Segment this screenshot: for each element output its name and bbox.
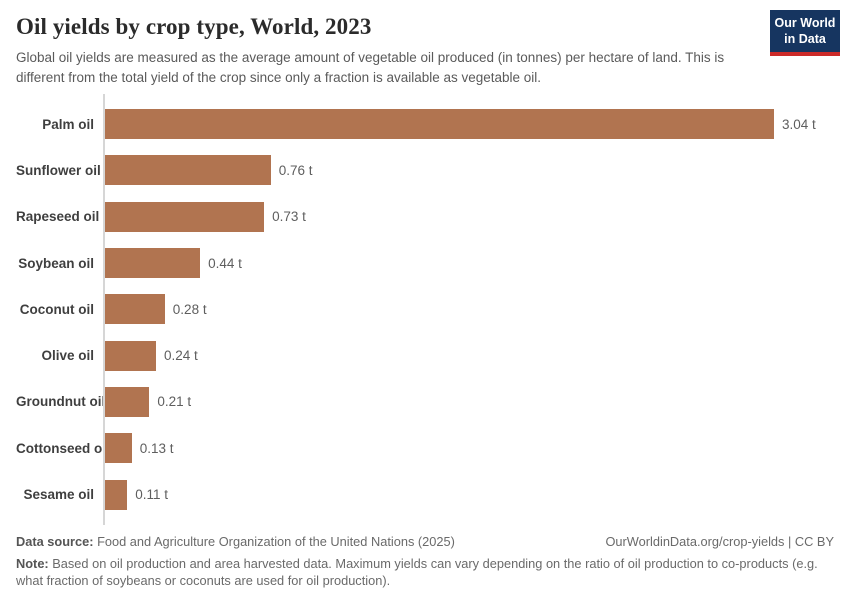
value-label: 0.24 t xyxy=(163,348,198,364)
owid-logo-line1: Our World xyxy=(774,16,836,30)
bar-track: 0.11 t xyxy=(103,479,774,510)
category-label: Sunflower oil xyxy=(16,162,101,178)
bar-row: Rapeseed oil 0.73 t xyxy=(16,194,774,240)
chart-note: Note: Based on oil production and area h… xyxy=(16,555,834,589)
bar[interactable] xyxy=(103,155,271,186)
data-source-text: Food and Agriculture Organization of the… xyxy=(93,533,455,549)
bar-track: 0.76 t xyxy=(103,155,774,186)
note-label: Note: xyxy=(16,555,49,571)
category-label: Coconut oil xyxy=(19,301,94,317)
bar-row: Sunflower oil 0.76 t xyxy=(16,147,774,193)
bar-row: Soybean oil 0.44 t xyxy=(16,240,774,286)
owid-logo-line2: in Data xyxy=(784,31,826,46)
value-label: 3.04 t xyxy=(782,116,816,132)
category-label: Groundnut oil xyxy=(16,394,106,410)
bar-track: 0.21 t xyxy=(103,386,774,417)
bar-track: 0.44 t xyxy=(103,248,774,279)
bar-row: Palm oil 3.04 t xyxy=(16,101,816,147)
value-label: 0.44 t xyxy=(208,255,242,271)
owid-logo-red-strip xyxy=(770,52,840,57)
bar[interactable] xyxy=(103,201,265,232)
category-label: Cottonseed oil xyxy=(16,440,110,456)
bar[interactable] xyxy=(103,340,156,371)
bar-chart: Palm oil 3.04 t Sunflower oil 0.76 t Rap… xyxy=(16,94,834,525)
chart-footer: Data source: Food and Agriculture Organi… xyxy=(16,533,834,589)
value-label: 0.11 t xyxy=(135,487,169,503)
bar[interactable] xyxy=(103,294,165,325)
bar-row: Coconut oil 0.28 t xyxy=(16,286,774,332)
bar-row: Sesame oil 0.11 t xyxy=(16,471,774,517)
plot-rows: Palm oil 3.04 t Sunflower oil 0.76 t Rap… xyxy=(16,94,816,525)
bar-track: 0.28 t xyxy=(103,294,774,325)
value-label: 0.76 t xyxy=(278,162,313,178)
value-label: 0.21 t xyxy=(157,394,192,410)
bar[interactable] xyxy=(103,109,774,140)
category-label: Rapeseed oil xyxy=(16,209,100,225)
data-source: Data source: Food and Agriculture Organi… xyxy=(16,533,455,550)
value-label: 0.13 t xyxy=(139,440,174,456)
bar[interactable] xyxy=(103,479,128,510)
note-text: Based on oil production and area harvest… xyxy=(16,555,818,588)
category-label: Olive oil xyxy=(41,348,94,364)
bar-track: 0.73 t xyxy=(103,201,774,232)
bar[interactable] xyxy=(103,433,132,464)
bar[interactable] xyxy=(103,248,201,279)
y-axis-line xyxy=(103,94,105,525)
bar-row: Groundnut oil 0.21 t xyxy=(16,379,774,425)
value-label: 0.28 t xyxy=(172,301,207,317)
bar[interactable] xyxy=(103,386,150,417)
bar-row: Olive oil 0.24 t xyxy=(16,332,774,378)
chart-title: Oil yields by crop type, World, 2023 xyxy=(16,14,372,39)
chart-subtitle: Global oil yields are measured as the av… xyxy=(16,50,725,85)
data-source-label: Data source: xyxy=(16,533,94,549)
category-label: Soybean oil xyxy=(18,255,94,271)
value-label: 0.73 t xyxy=(272,209,306,225)
owid-logo-text: Our World in Data xyxy=(770,10,840,53)
category-label: Sesame oil xyxy=(23,487,94,503)
owid-url-link[interactable]: OurWorldinData.org/crop-yields | CC BY xyxy=(605,533,834,549)
bar-track: 3.04 t xyxy=(103,109,816,140)
category-label: Palm oil xyxy=(42,116,94,132)
owid-logo[interactable]: Our World in Data xyxy=(770,10,840,57)
bar-row: Cottonseed oil 0.13 t xyxy=(16,425,774,471)
bar-track: 0.24 t xyxy=(103,340,774,371)
bar-track: 0.13 t xyxy=(103,433,774,464)
